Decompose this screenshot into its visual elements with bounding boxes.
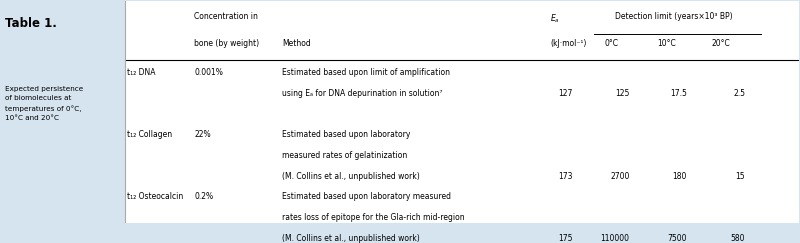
Text: 2700: 2700 [610, 172, 630, 181]
Text: bone (by weight): bone (by weight) [194, 39, 259, 48]
Text: 0°C: 0°C [604, 39, 618, 48]
Text: using Eₐ for DNA depurination in solution⁷: using Eₐ for DNA depurination in solutio… [282, 89, 442, 98]
Text: rates loss of epitope for the Gla-rich mid-region: rates loss of epitope for the Gla-rich m… [282, 213, 465, 222]
Text: 110000: 110000 [601, 234, 630, 243]
Text: 20°C: 20°C [712, 39, 730, 48]
FancyBboxPatch shape [125, 1, 798, 223]
Text: 17.5: 17.5 [670, 89, 687, 98]
Text: 10°C: 10°C [658, 39, 676, 48]
Text: Expected persistence
of biomolecules at
temperatures of 0°C,
10°C and 20°C: Expected persistence of biomolecules at … [6, 86, 84, 122]
Text: Estimated based upon laboratory measured: Estimated based upon laboratory measured [282, 192, 451, 201]
Text: (kJ·mol⁻¹): (kJ·mol⁻¹) [550, 39, 586, 48]
Text: Table 1.: Table 1. [6, 17, 58, 30]
Text: t₁₂ Collagen: t₁₂ Collagen [127, 130, 173, 139]
Text: (M. Collins et al., unpublished work): (M. Collins et al., unpublished work) [282, 172, 420, 181]
Text: measured rates of gelatinization: measured rates of gelatinization [282, 151, 407, 160]
Text: 7500: 7500 [667, 234, 687, 243]
Text: 22%: 22% [194, 130, 211, 139]
FancyBboxPatch shape [2, 1, 125, 223]
Text: $E_a$: $E_a$ [550, 12, 560, 25]
Text: 180: 180 [673, 172, 687, 181]
Text: 0.001%: 0.001% [194, 68, 223, 77]
Text: 2.5: 2.5 [733, 89, 745, 98]
Text: Estimated based upon limit of amplification: Estimated based upon limit of amplificat… [282, 68, 450, 77]
Text: 173: 173 [558, 172, 573, 181]
Text: 580: 580 [730, 234, 745, 243]
Text: 175: 175 [558, 234, 573, 243]
Text: 0.2%: 0.2% [194, 192, 214, 201]
Text: 127: 127 [558, 89, 573, 98]
Text: Concentration in: Concentration in [194, 12, 258, 21]
Text: Method: Method [282, 39, 310, 48]
Text: Detection limit (years×10³ BP): Detection limit (years×10³ BP) [614, 12, 732, 21]
Text: (M. Collins et al., unpublished work): (M. Collins et al., unpublished work) [282, 234, 420, 243]
Text: t₁₂ DNA: t₁₂ DNA [127, 68, 156, 77]
Text: 125: 125 [615, 89, 630, 98]
Text: 15: 15 [735, 172, 745, 181]
Text: Estimated based upon laboratory: Estimated based upon laboratory [282, 130, 410, 139]
Text: t₁₂ Osteocalcin: t₁₂ Osteocalcin [127, 192, 184, 201]
